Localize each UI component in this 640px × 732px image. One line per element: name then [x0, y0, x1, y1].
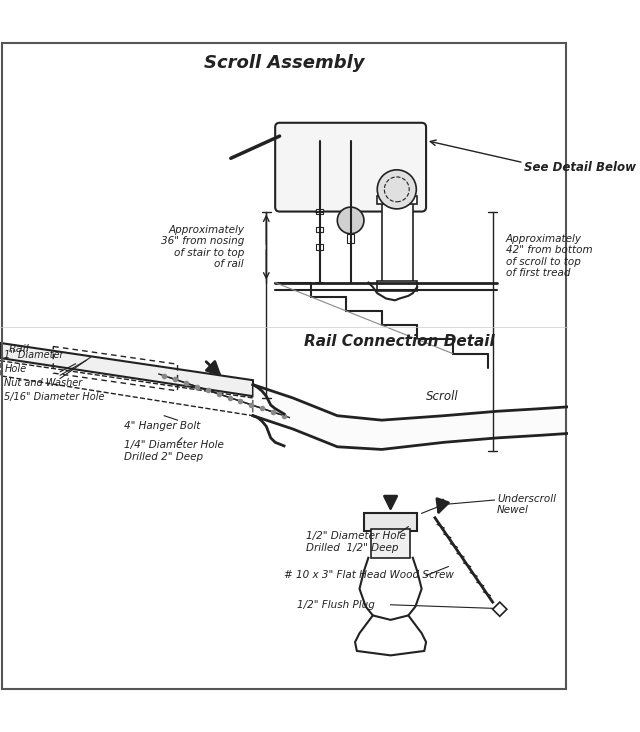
- Text: Rail Connection Detail: Rail Connection Detail: [304, 334, 495, 349]
- Circle shape: [337, 207, 364, 234]
- Bar: [316, 227, 323, 232]
- Circle shape: [377, 170, 416, 209]
- Text: Approximately
42" from bottom
of scroll to top
of first tread: Approximately 42" from bottom of scroll …: [506, 234, 593, 278]
- Text: Scroll: Scroll: [426, 389, 459, 403]
- Polygon shape: [0, 361, 253, 416]
- Bar: [316, 209, 323, 214]
- Bar: [347, 234, 354, 242]
- Text: See Detail Below: See Detail Below: [524, 160, 636, 173]
- Polygon shape: [0, 343, 253, 396]
- Bar: [381, 203, 413, 283]
- Text: 1/4" Diameter Hole
Drilled 2" Deep: 1/4" Diameter Hole Drilled 2" Deep: [124, 441, 224, 462]
- Bar: [377, 281, 417, 291]
- Bar: [377, 195, 417, 204]
- Bar: [371, 529, 410, 558]
- Text: Rail: Rail: [9, 344, 29, 354]
- Bar: [316, 244, 323, 250]
- Text: 1/2" Diameter Hole
Drilled  1/2" Deep: 1/2" Diameter Hole Drilled 1/2" Deep: [307, 531, 406, 553]
- Text: Scroll Assembly: Scroll Assembly: [204, 53, 364, 72]
- Text: Approximately
36" from nosing
of stair to top
of rail: Approximately 36" from nosing of stair t…: [161, 225, 244, 269]
- Text: 1/2" Flush Plug: 1/2" Flush Plug: [298, 600, 375, 610]
- Text: # 10 x 3" Flat Head Wood Screw: # 10 x 3" Flat Head Wood Screw: [284, 570, 454, 580]
- Bar: [364, 513, 417, 531]
- Polygon shape: [493, 602, 507, 616]
- FancyBboxPatch shape: [275, 123, 426, 212]
- Text: 4" Hanger Bolt: 4" Hanger Bolt: [124, 422, 201, 431]
- Text: 1" Diameter
Hole
Nut and Washer
5/16" Diameter Hole: 1" Diameter Hole Nut and Washer 5/16" Di…: [4, 350, 105, 402]
- Text: Underscroll
Newel: Underscroll Newel: [497, 493, 556, 515]
- Polygon shape: [253, 384, 568, 449]
